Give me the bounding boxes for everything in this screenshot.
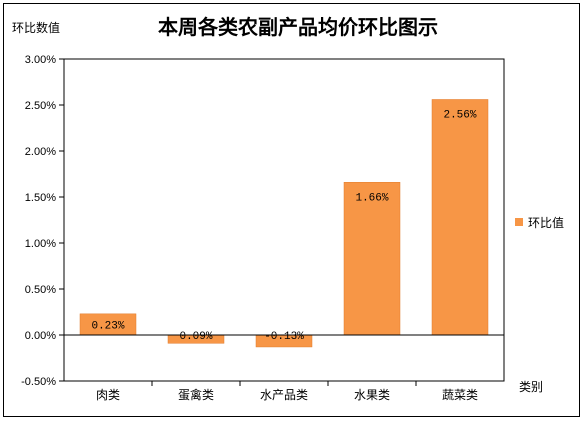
y-tick-label: 2.00% xyxy=(25,146,56,158)
bar-4 xyxy=(431,99,489,336)
x-tick-label: 水果类 xyxy=(354,388,390,402)
y-axis: 3.00% 2.50% 2.00% 1.50% 1.00% 0.50% 0.00% -0.50… xyxy=(21,54,64,388)
legend-swatch xyxy=(515,218,523,226)
y-tick-label: 1.00% xyxy=(25,238,56,250)
data-label-3: 1.66% xyxy=(355,192,388,204)
y-tick-label: 0.00% xyxy=(25,330,56,342)
data-label-1: 0.09% xyxy=(179,331,212,343)
x-tick-label: 蛋禽类 xyxy=(178,387,214,402)
x-tick-label: 蔬菜类 xyxy=(442,388,478,402)
y-tick-label: 0.50% xyxy=(25,284,56,296)
data-label-2: -0.13% xyxy=(264,331,304,343)
y-tick-label: 1.50% xyxy=(25,192,56,204)
x-axis: 肉类 蛋禽类 水产品类 水果类 蔬菜类 xyxy=(96,381,478,402)
plot-area xyxy=(63,58,505,382)
x-tick-label: 肉类 xyxy=(96,388,120,402)
x-tick-label: 水产品类 xyxy=(260,388,308,402)
legend-label: 环比值 xyxy=(528,215,564,230)
y-axis-title: 环比数值 xyxy=(12,20,60,35)
y-tick-label: -0.50% xyxy=(21,376,56,388)
bars xyxy=(79,99,489,348)
x-axis-title: 类别 xyxy=(519,380,543,394)
legend: 环比值 xyxy=(515,215,564,230)
y-tick-label: 3.00% xyxy=(25,54,56,66)
data-labels: 0.23% 0.09% -0.13% 1.66% 2.56% xyxy=(91,109,476,343)
chart-title: 本周各类农副产品均价环比图示 xyxy=(158,15,438,39)
y-tick-label: 2.50% xyxy=(25,100,56,112)
data-label-0: 0.23% xyxy=(91,320,124,332)
data-label-4: 2.56% xyxy=(443,109,476,121)
bar-3 xyxy=(343,182,401,336)
